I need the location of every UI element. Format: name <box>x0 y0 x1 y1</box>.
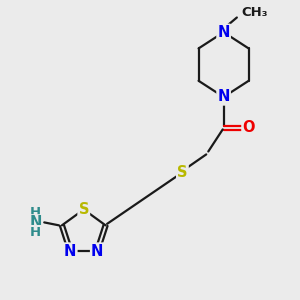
Text: H: H <box>30 206 41 220</box>
Text: N: N <box>91 244 104 259</box>
Text: N: N <box>218 25 230 40</box>
Text: O: O <box>242 120 255 135</box>
Text: S: S <box>79 202 89 217</box>
Text: N: N <box>64 244 76 259</box>
Text: CH₃: CH₃ <box>241 6 268 19</box>
Text: N: N <box>29 215 42 230</box>
Text: S: S <box>177 165 188 180</box>
Text: H: H <box>30 226 41 238</box>
Text: N: N <box>218 89 230 104</box>
